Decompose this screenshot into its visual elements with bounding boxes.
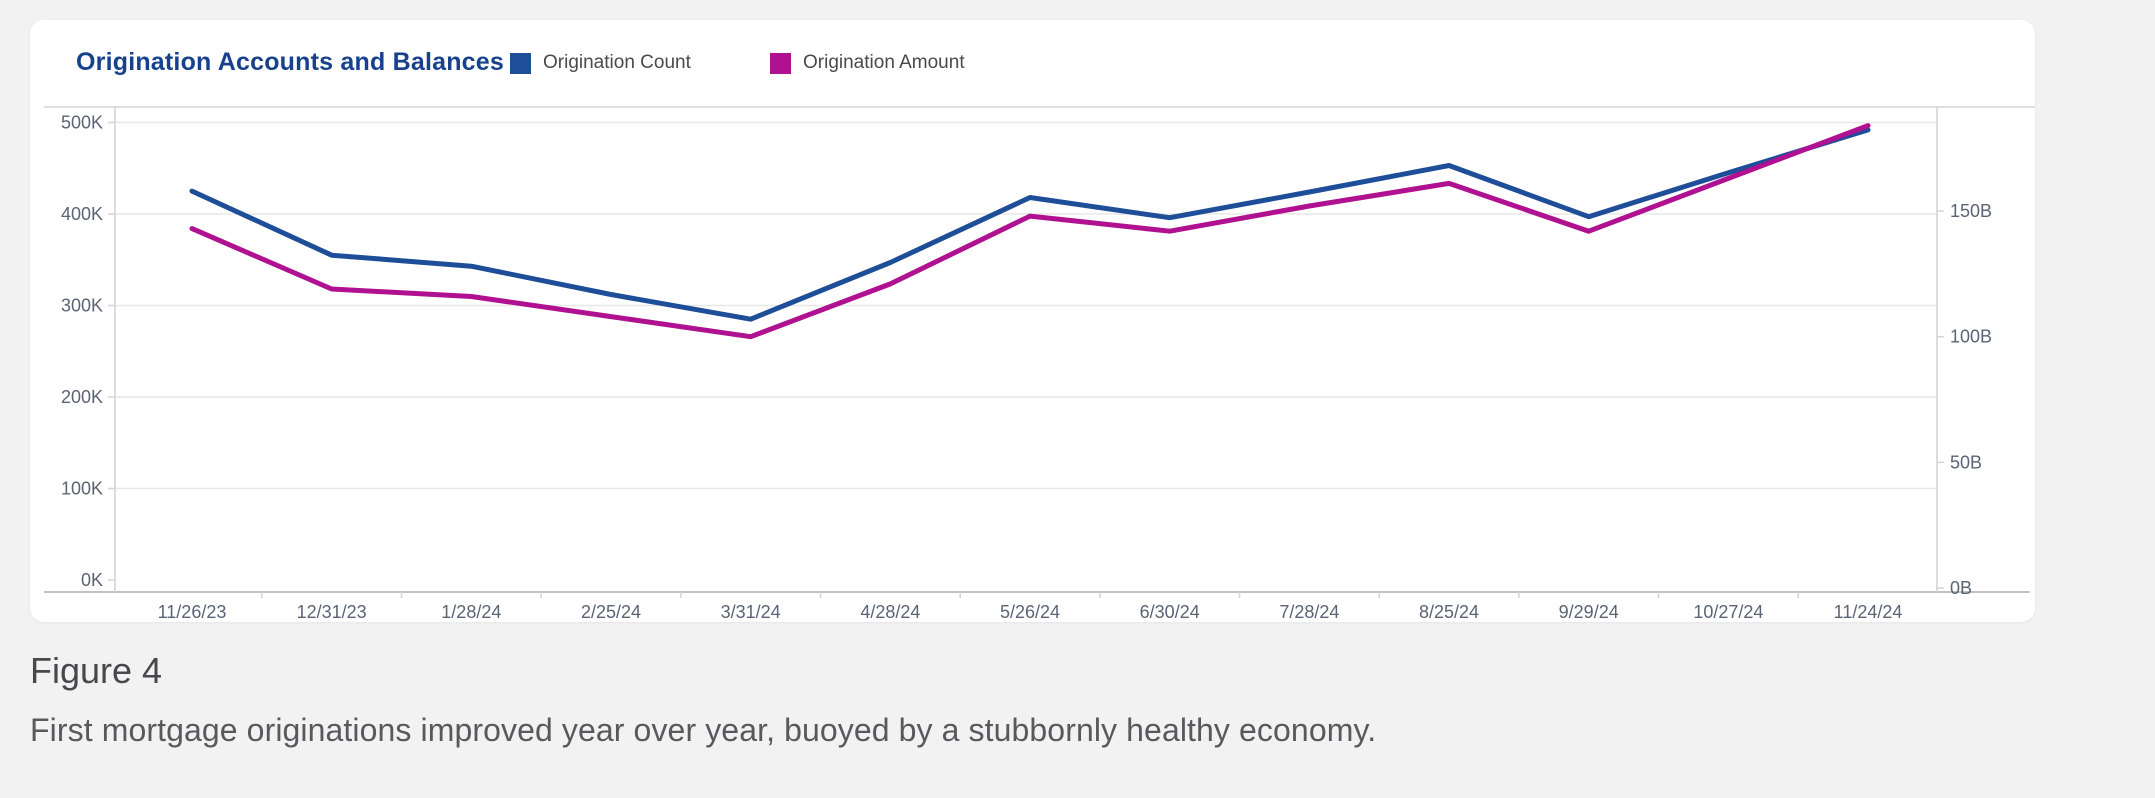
x-tick-label: 11/24/24: [1834, 602, 1903, 622]
legend-item-origination-amount: Origination Amount: [770, 51, 965, 75]
y-left-tick-label: 300K: [61, 296, 103, 316]
x-tick-label: 8/25/24: [1419, 602, 1479, 622]
y-right-tick-label: 150B: [1950, 201, 1992, 221]
figure-label: Figure 4: [30, 650, 163, 691]
x-tick-label: 9/29/24: [1559, 602, 1619, 622]
y-left-tick-label: 400K: [61, 204, 103, 224]
line-origination-count: [189, 127, 1871, 322]
y-right-tick-label: 50B: [1950, 452, 1982, 472]
legend-item-origination-count: Origination Count: [510, 51, 691, 75]
y-left-tick-label: 100K: [61, 479, 103, 499]
legend-label-count: Origination Count: [543, 52, 691, 73]
figure-caption: First mortgage originations improved yea…: [30, 712, 1377, 748]
x-tick-label: 12/31/23: [297, 602, 367, 622]
chart-title: Origination Accounts and Balances: [76, 48, 504, 76]
y-left-tick-label: 200K: [61, 387, 103, 407]
legend-swatch-amount: [770, 52, 791, 74]
x-tick-label: 1/28/24: [441, 602, 501, 622]
x-tick-label: 5/26/24: [1000, 602, 1060, 622]
legend-swatch-count: [510, 52, 531, 74]
x-tick-label: 3/31/24: [721, 602, 781, 622]
x-tick-label: 2/25/24: [581, 602, 641, 622]
legend-label-amount: Origination Amount: [803, 52, 965, 73]
y-left-tick-label: 0K: [81, 570, 103, 590]
y-right-tick-label: 100B: [1950, 327, 1992, 347]
x-tick-label: 11/26/23: [158, 602, 227, 622]
x-tick-label: 7/28/24: [1279, 602, 1339, 622]
y-left-tick-label: 500K: [61, 113, 103, 133]
line-origination-amount: [189, 123, 1871, 340]
x-tick-label: 6/30/24: [1140, 602, 1200, 622]
y-right-tick-label: 0B: [1950, 578, 1972, 598]
x-tick-label: 4/28/24: [860, 602, 920, 622]
chart-card: Origination Accounts and Balances Origin…: [30, 20, 2035, 622]
x-tick-label: 10/27/24: [1693, 602, 1763, 622]
